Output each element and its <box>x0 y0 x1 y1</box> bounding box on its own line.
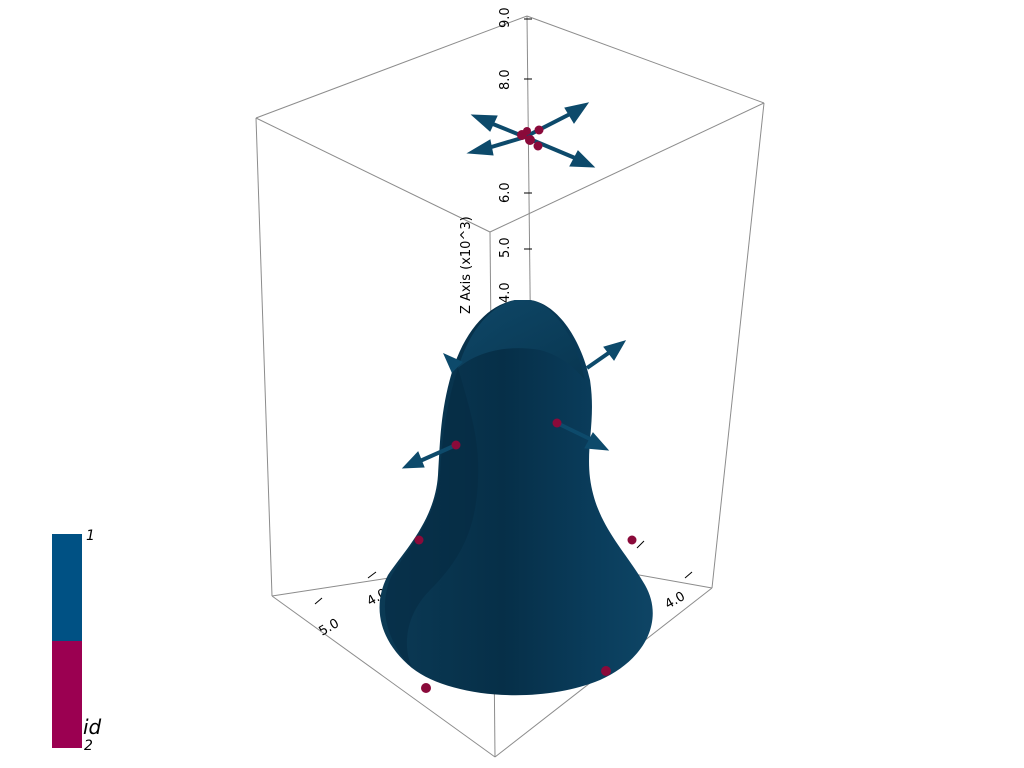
scalar-bar-title: id <box>83 715 102 739</box>
z-tick-label: 9.0 <box>498 7 513 28</box>
scalar-bar-min-label: 2 <box>84 738 93 754</box>
arrow-glyphs <box>401 102 627 469</box>
scalar-bar-low <box>52 641 82 748</box>
z-tick-label: 8.0 <box>498 69 513 90</box>
bounding-box <box>255 15 765 758</box>
surface-cap <box>458 300 585 380</box>
z-tick-label: 6.0 <box>498 182 513 203</box>
point-markers <box>414 125 637 693</box>
scalar-bar-max-label: 1 <box>86 528 95 544</box>
surface-body <box>379 300 653 696</box>
z-axis-title: Z Axis (x10^3) <box>459 216 474 314</box>
z-tick-label: 4.0 <box>498 282 513 303</box>
scalar-bar <box>52 534 82 748</box>
surface-mesh <box>379 300 653 696</box>
scalar-bar-high <box>52 534 82 641</box>
y-axis <box>636 540 693 579</box>
z-tick-label: 5.0 <box>498 237 513 258</box>
x-tick-label: 5.0 <box>317 616 342 639</box>
y-tick-label: 4.0 <box>663 589 688 612</box>
